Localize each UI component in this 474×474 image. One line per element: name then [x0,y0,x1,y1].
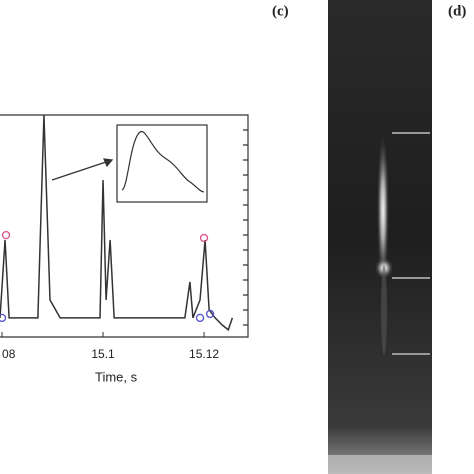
panel-label: (d) [448,3,466,19]
x-tick-label: 15.12 [189,347,219,361]
jet-streak [377,135,389,285]
image-panel [328,0,432,474]
marker [199,233,209,243]
plot-frame [0,114,249,338]
minor-ticks [243,129,248,326]
inset-box [116,124,208,203]
x-tick-label: 15.1 [91,347,115,361]
axes-frame [0,114,249,338]
line [0,114,234,332]
arrow [51,159,113,181]
marker [1,230,11,240]
arrow-head [103,158,114,168]
marker [0,313,7,323]
inset-curve [121,131,205,193]
marker [195,313,205,323]
panel-label: (c) [272,3,289,19]
bottom-glow [328,455,432,474]
x-tick-label: 08 [2,347,16,361]
marker [205,309,215,319]
lower-streak [381,265,387,355]
x-axis-label: Time, s [95,369,138,384]
